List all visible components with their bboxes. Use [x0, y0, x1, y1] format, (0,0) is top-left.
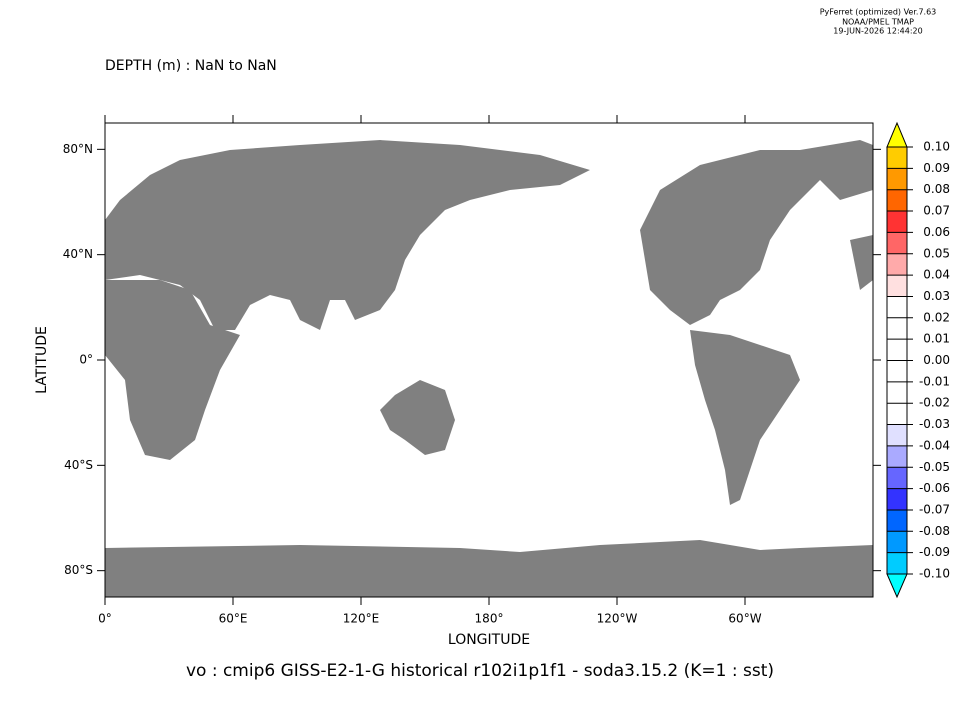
colorbar-label: 0.04 [923, 268, 950, 282]
colorbar-label: -0.05 [919, 460, 950, 474]
x-tick-label: 60°E [219, 612, 248, 626]
y-tick-label: 40°S [64, 458, 93, 472]
australia [380, 380, 455, 455]
colorbar-band [887, 403, 907, 425]
colorbar-label: 0.07 [923, 204, 950, 218]
colorbar-label: -0.04 [919, 438, 950, 452]
y-tick-label: 40°N [63, 247, 93, 261]
greenland [800, 140, 873, 200]
colorbar-band [887, 296, 907, 318]
colorbar-label: 0.02 [923, 310, 950, 324]
colorbar-label: 0.00 [923, 353, 950, 367]
south-america [690, 330, 800, 505]
colorbar-band [887, 424, 907, 446]
x-tick-label: 60°W [728, 612, 761, 626]
colorbar-under [886, 573, 908, 599]
colorbar-band [887, 445, 907, 468]
program-label: PyFerret (optimized) Ver.7.63 [820, 8, 937, 17]
y-axis-label: LATITUDE [34, 326, 50, 394]
colorbar-band [887, 211, 907, 233]
colorbar-label: -0.10 [919, 567, 950, 581]
north-america [640, 150, 850, 325]
x-tick-label: 120°W [597, 612, 638, 626]
colorbar-band [887, 509, 907, 532]
colorbar-band [887, 552, 907, 574]
eurasia [105, 140, 590, 330]
colorbar-label: 0.08 [923, 182, 950, 196]
colorbar-band [887, 232, 907, 254]
colorbar-label: 0.06 [923, 225, 950, 239]
colorbar-label: 0.10 [923, 140, 950, 154]
x-tick-label: 180° [475, 612, 504, 626]
colorbar-label: -0.09 [919, 545, 950, 559]
y-tick-label: 80°N [63, 142, 93, 156]
colorbar-band [887, 168, 907, 190]
colorbar-label: -0.01 [919, 374, 950, 388]
colorbar-label: -0.03 [919, 417, 950, 431]
colorbar-label: 0.01 [923, 332, 950, 346]
y-tick-label: 0° [79, 353, 93, 367]
colorbar-band [887, 531, 907, 553]
colorbar-band [887, 189, 907, 212]
chart-title: DEPTH (m) : NaN to NaN [105, 58, 277, 74]
colorbar-label: 0.03 [923, 289, 950, 303]
colorbar-band [887, 317, 907, 340]
colorbar-label: 0.09 [923, 161, 950, 175]
colorbar-band [887, 339, 907, 361]
x-axis-label: LONGITUDE [448, 632, 530, 648]
colorbar-label: -0.08 [919, 524, 950, 538]
x-tick-label: 0° [98, 612, 112, 626]
colorbar-band [887, 467, 907, 489]
x-tick-label: 120°E [343, 612, 380, 626]
colorbar-band [887, 253, 907, 276]
europe-west [850, 235, 873, 290]
colorbar-label: -0.06 [919, 481, 950, 495]
colorbar-over [886, 121, 908, 148]
land [105, 140, 873, 597]
colorbar-label: 0.05 [923, 246, 950, 260]
timestamp: 19-JUN-2026 12:44:20 [833, 27, 922, 36]
africa [105, 280, 240, 460]
org-label: NOAA/PMEL TMAP [842, 18, 914, 27]
colorbar-band [887, 147, 907, 169]
colorbar-band [887, 381, 907, 404]
colorbar-label: -0.02 [919, 396, 950, 410]
colorbar-label: -0.07 [919, 502, 950, 516]
colorbar-band [887, 360, 907, 382]
antarctica [105, 540, 873, 597]
y-tick-label: 80°S [64, 563, 93, 577]
colorbar-band [887, 488, 907, 510]
chart-subtitle: vo : cmip6 GISS-E2-1-G historical r102i1… [186, 661, 774, 681]
colorbar-band [887, 275, 907, 297]
